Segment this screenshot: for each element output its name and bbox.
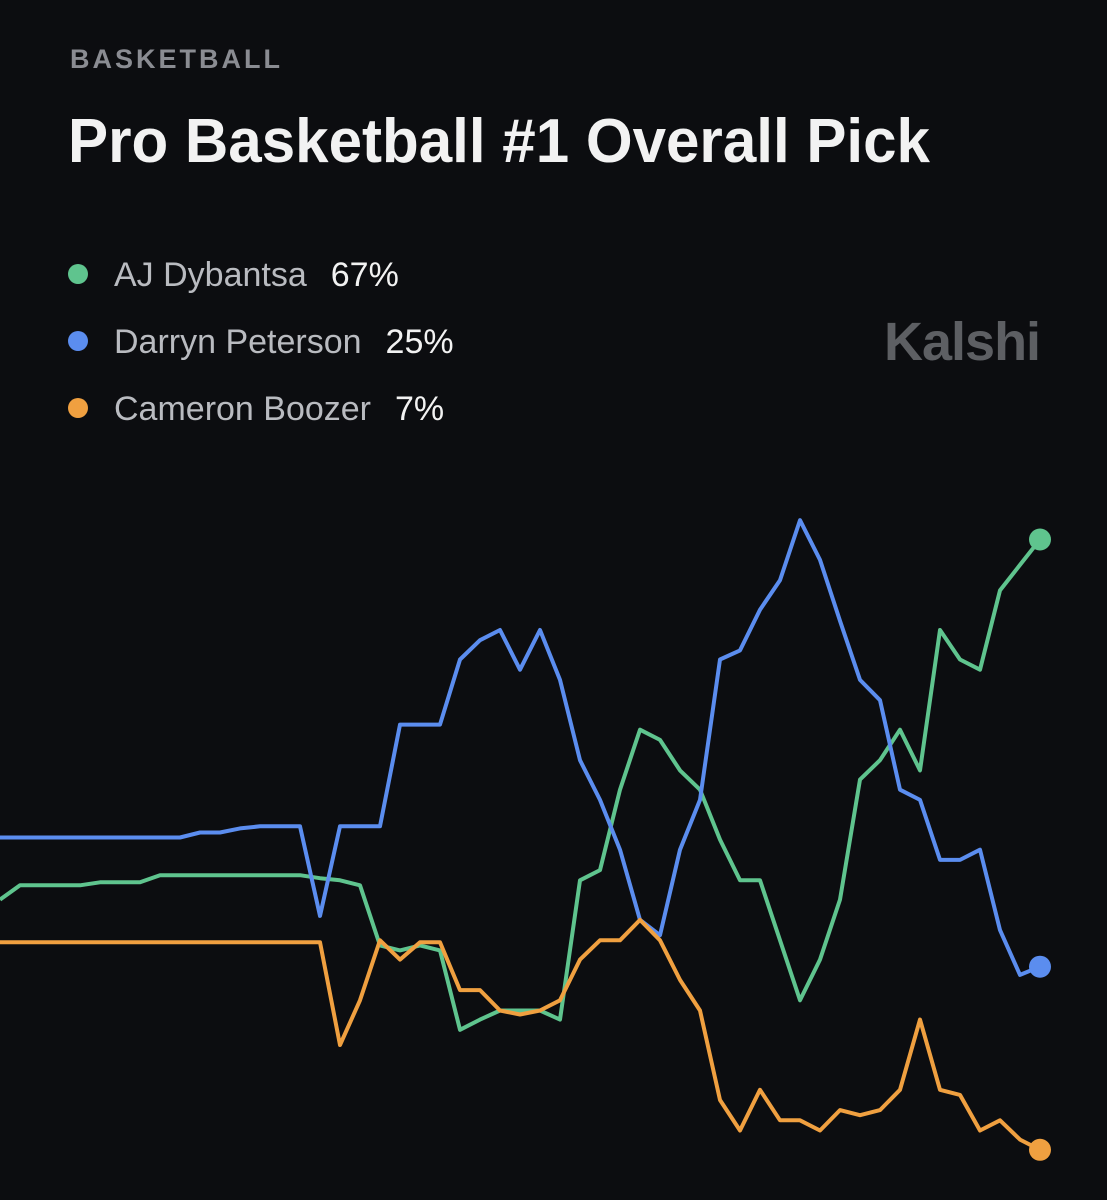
legend-name: AJ Dybantsa [114, 256, 307, 294]
brand-logo: Kalshi [884, 312, 1040, 372]
legend-entry: Cameron Boozer 7% [114, 390, 444, 428]
chart-title: Pro Basketball #1 Overall Pick [68, 107, 930, 176]
legend-entry: AJ Dybantsa 67% [114, 256, 399, 294]
legend-value: 25% [386, 323, 454, 361]
end-point [1029, 528, 1051, 551]
legend-dot [68, 264, 88, 284]
legend-dot [68, 331, 88, 351]
end-point [1029, 955, 1051, 978]
legend-name: Darryn Peterson [114, 323, 362, 361]
legend-dot [68, 398, 88, 418]
plot-area [0, 518, 1051, 1161]
legend-name: Cameron Boozer [114, 390, 371, 428]
series-line [0, 917, 1041, 1152]
end-point [1029, 1138, 1051, 1161]
category-label: BASKETBALL [70, 44, 283, 74]
series-line [0, 518, 1041, 977]
series-line [0, 538, 1042, 1032]
legend: AJ Dybantsa 67% Darryn Peterson 25% Cameron … [68, 256, 454, 428]
legend-value: 7% [395, 390, 444, 428]
legend-value: 67% [331, 256, 399, 294]
legend-entry: Darryn Peterson 25% [114, 323, 454, 361]
